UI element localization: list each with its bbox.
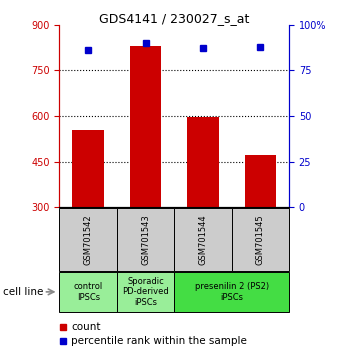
- Bar: [174, 272, 289, 312]
- Bar: [232, 208, 289, 271]
- Bar: [130, 46, 162, 207]
- Text: count: count: [71, 322, 101, 332]
- Text: Sporadic
PD-derived
iPSCs: Sporadic PD-derived iPSCs: [122, 277, 169, 307]
- Text: GSM701543: GSM701543: [141, 214, 150, 265]
- Text: control
IPSCs: control IPSCs: [73, 282, 103, 302]
- Bar: [59, 208, 117, 271]
- Text: cell line: cell line: [3, 287, 44, 297]
- Bar: [187, 118, 219, 207]
- Text: percentile rank within the sample: percentile rank within the sample: [71, 336, 247, 346]
- Text: presenilin 2 (PS2)
iPSCs: presenilin 2 (PS2) iPSCs: [194, 282, 269, 302]
- Bar: [244, 155, 276, 207]
- Text: GSM701542: GSM701542: [84, 214, 93, 265]
- Text: GSM701545: GSM701545: [256, 214, 265, 265]
- Text: GDS4141 / 230027_s_at: GDS4141 / 230027_s_at: [99, 12, 250, 25]
- Bar: [59, 272, 117, 312]
- Bar: [117, 208, 174, 271]
- Text: GSM701544: GSM701544: [199, 214, 207, 265]
- Bar: [72, 130, 104, 207]
- Bar: [117, 272, 174, 312]
- Bar: [174, 208, 232, 271]
